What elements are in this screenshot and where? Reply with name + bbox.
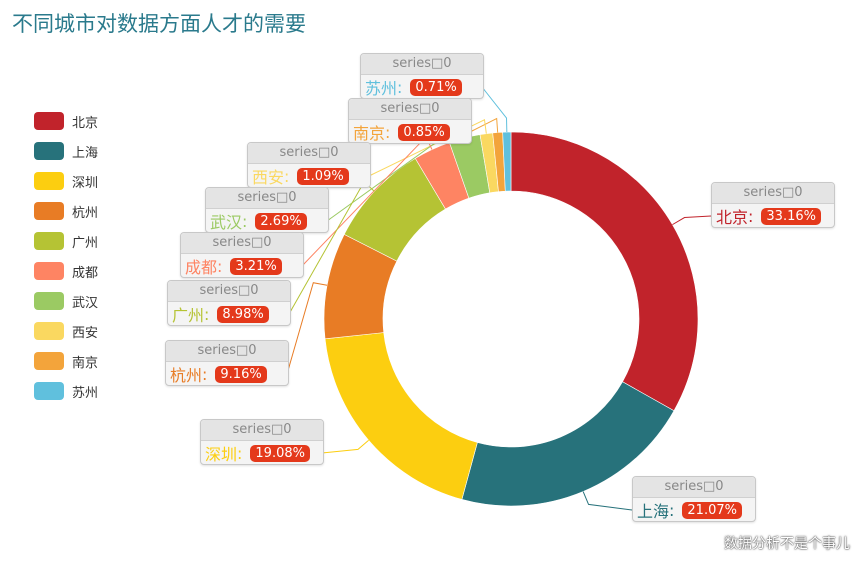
callout-label: 上海: [637, 502, 670, 521]
callout-percent: 0.71%: [410, 78, 462, 96]
legend-swatch: [34, 322, 64, 340]
slice-callout: series□0 上海:21.07%: [632, 476, 756, 522]
slice-callout: series□0 深圳:19.08%: [200, 419, 324, 465]
callout-colon: :: [204, 304, 210, 324]
callout-percent: 1.09%: [297, 167, 349, 185]
callout-series-name: series□0: [633, 477, 755, 498]
legend-label: 南京: [72, 355, 99, 371]
callout-percent: 2.69%: [255, 212, 307, 230]
callout-label: 广州: [172, 306, 205, 325]
callout-colon: :: [397, 77, 403, 97]
pie-slice[interactable]: [502, 131, 512, 192]
legend-swatch: [34, 262, 64, 280]
leader-line: [368, 119, 487, 177]
callout-series-name: series□0: [248, 143, 370, 164]
callout-label: 南京: [353, 124, 386, 143]
pie-slice[interactable]: [324, 332, 478, 500]
legend-label: 广州: [72, 235, 99, 251]
leader-line: [481, 86, 508, 133]
callout-label: 西安: [252, 168, 285, 187]
callout-series-name: series□0: [168, 281, 290, 302]
legend-item[interactable]: 成都: [34, 256, 98, 286]
leader-line: [286, 282, 328, 375]
legend-swatch: [34, 112, 64, 130]
slice-callout: series□0 成都:3.21%: [180, 232, 304, 278]
leader-line: [672, 215, 712, 226]
callout-colon: :: [202, 364, 208, 384]
slice-callout: series□0 武汉:2.69%: [205, 187, 329, 233]
legend-label: 深圳: [72, 175, 99, 191]
callout-colon: :: [748, 206, 754, 226]
legend-swatch: [34, 232, 64, 250]
pie-slice[interactable]: [510, 131, 699, 412]
legend-label: 北京: [72, 115, 99, 131]
legend-item[interactable]: 南京: [34, 346, 98, 376]
callout-colon: :: [242, 211, 248, 231]
callout-label: 成都: [185, 258, 218, 277]
legend-label: 苏州: [72, 385, 99, 401]
chart-legend: 北京上海深圳杭州广州成都武汉西安南京苏州: [34, 106, 98, 406]
callout-series-name: series□0: [166, 341, 288, 362]
callout-series-name: series□0: [361, 54, 483, 75]
callout-label: 杭州: [170, 366, 203, 385]
slice-callout: series□0 杭州:9.16%: [165, 340, 289, 386]
callout-percent: 9.16%: [215, 365, 267, 383]
callout-colon: :: [217, 256, 223, 276]
slice-callout: series□0 南京:0.85%: [348, 98, 472, 144]
legend-label: 成都: [72, 265, 99, 281]
callout-label: 苏州: [365, 79, 398, 98]
watermark: 数据分析不是个事儿: [724, 536, 850, 552]
legend-swatch: [34, 202, 64, 220]
page-title: 不同城市对数据方面人才的需要: [12, 12, 306, 36]
slice-callout: series□0 西安:1.09%: [247, 142, 371, 188]
callout-series-name: series□0: [181, 233, 303, 254]
legend-item[interactable]: 西安: [34, 316, 98, 346]
callout-colon: :: [284, 166, 290, 186]
legend-label: 上海: [72, 145, 99, 161]
callout-label: 武汉: [210, 213, 243, 232]
callout-series-name: series□0: [206, 188, 328, 209]
callout-percent: 21.07%: [682, 501, 742, 519]
callout-colon: :: [237, 443, 243, 463]
slice-callout: series□0 北京:33.16%: [711, 182, 835, 228]
legend-item[interactable]: 武汉: [34, 286, 98, 316]
legend-swatch: [34, 292, 64, 310]
callout-series-name: series□0: [349, 99, 471, 120]
legend-item[interactable]: 深圳: [34, 166, 98, 196]
callout-series-name: series□0: [201, 420, 323, 441]
callout-percent: 0.85%: [398, 123, 450, 141]
legend-item[interactable]: 杭州: [34, 196, 98, 226]
leader-line: [469, 117, 499, 133]
callout-percent: 19.08%: [250, 444, 310, 462]
legend-item[interactable]: 北京: [34, 106, 98, 136]
callout-label: 深圳: [205, 445, 238, 464]
legend-item[interactable]: 苏州: [34, 376, 98, 406]
callout-series-name: series□0: [712, 183, 834, 204]
legend-item[interactable]: 上海: [34, 136, 98, 166]
slice-callout: series□0 广州:8.98%: [167, 280, 291, 326]
legend-swatch: [34, 352, 64, 370]
callout-colon: :: [385, 122, 391, 142]
callout-percent: 3.21%: [230, 257, 282, 275]
callout-percent: 8.98%: [217, 305, 269, 323]
callout-colon: :: [669, 500, 675, 520]
leader-line: [582, 491, 633, 511]
legend-label: 武汉: [72, 295, 99, 311]
callout-percent: 33.16%: [761, 207, 821, 225]
legend-swatch: [34, 142, 64, 160]
legend-label: 杭州: [72, 205, 99, 221]
legend-swatch: [34, 382, 64, 400]
legend-swatch: [34, 172, 64, 190]
slice-callout: series□0 苏州:0.71%: [360, 53, 484, 99]
legend-label: 西安: [72, 325, 99, 341]
callout-label: 北京: [716, 208, 749, 227]
legend-item[interactable]: 广州: [34, 226, 98, 256]
leader-line: [321, 439, 369, 454]
